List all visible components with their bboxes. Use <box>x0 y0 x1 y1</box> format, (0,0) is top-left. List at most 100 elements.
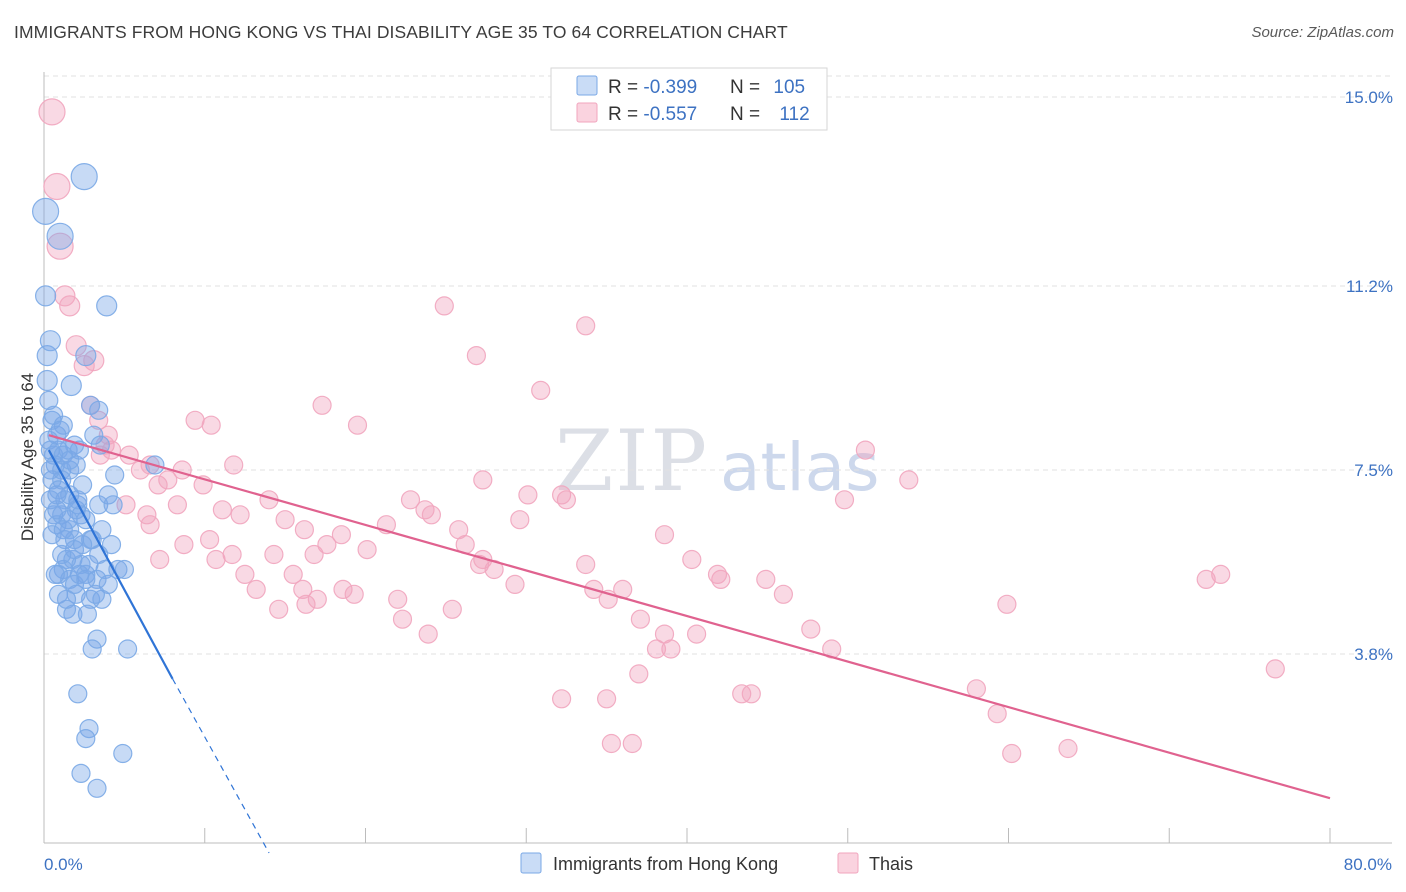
legend-n-label-2: N = <box>730 104 765 125</box>
thais-point <box>596 689 617 709</box>
hongkong-point <box>60 450 80 470</box>
thais-point <box>1058 738 1078 759</box>
hongkong-point <box>98 485 118 505</box>
series-thais-points <box>38 98 1285 764</box>
thais-point <box>421 505 441 525</box>
watermark-zip: ZIP <box>555 412 709 510</box>
bottom-legend-swatch-hongkong <box>520 852 542 874</box>
hongkong-point <box>82 639 102 659</box>
thais-point <box>442 599 462 619</box>
thais-point <box>466 346 486 366</box>
thais-point <box>629 664 649 684</box>
legend-n-value-2: 112 <box>779 104 809 125</box>
hongkong-point <box>105 465 125 485</box>
thais-point <box>230 505 250 525</box>
hongkong-point <box>46 222 74 250</box>
thais-point <box>206 549 226 570</box>
thais-point <box>172 460 192 480</box>
chart-title: IMMIGRANTS FROM HONG KONG VS THAI DISABI… <box>14 22 788 42</box>
hongkong-point <box>113 743 133 764</box>
thais-point <box>89 410 109 430</box>
hongkong-point <box>72 534 93 555</box>
hongkong-point <box>117 639 138 659</box>
thais-point <box>686 624 707 644</box>
thais-point <box>269 599 289 619</box>
hongkong-point <box>39 390 59 410</box>
x-tick-label-min: 0.0% <box>44 855 83 874</box>
legend-row-1-n: N = 105 <box>730 77 805 98</box>
trend-line-thais <box>48 434 1331 800</box>
x-tick-label-max: 80.0% <box>1344 855 1392 874</box>
thais-point <box>296 594 316 614</box>
hongkong-point <box>114 559 135 580</box>
thais-point <box>331 525 351 545</box>
thais-point <box>1265 659 1285 679</box>
hongkong-point <box>64 574 85 595</box>
thais-point <box>966 679 987 699</box>
thais-point <box>200 529 220 550</box>
thais-point <box>38 98 66 126</box>
thais-point <box>646 639 667 659</box>
hongkong-point <box>70 163 98 191</box>
thais-point <box>630 609 651 629</box>
hongkong-point <box>58 510 78 530</box>
hongkong-point <box>34 285 57 307</box>
hongkong-point <box>53 520 73 540</box>
legend-swatch-thais <box>576 102 598 123</box>
hongkong-point <box>77 604 98 624</box>
x-axis-ticks <box>204 828 1331 843</box>
thais-point <box>185 410 205 430</box>
hongkong-point <box>52 544 72 565</box>
trend-line-hongkong-extension <box>172 678 270 854</box>
thais-point <box>622 733 642 754</box>
thais-point <box>158 470 178 490</box>
thais-point <box>167 495 187 515</box>
thais-point <box>711 569 731 590</box>
hongkong-point <box>92 589 112 609</box>
hongkong-point <box>85 584 106 604</box>
hongkong-point <box>87 778 107 798</box>
legend-n-value-1: 105 <box>773 77 805 98</box>
thais-point <box>1002 743 1022 764</box>
thais-point <box>140 515 160 535</box>
thais-point <box>59 295 81 317</box>
thais-point <box>510 510 530 530</box>
hongkong-point <box>71 763 91 784</box>
hongkong-point <box>79 554 99 575</box>
legend-r-label-2: R = <box>608 104 643 125</box>
thais-point <box>212 500 232 520</box>
hongkong-point <box>60 520 80 540</box>
thais-point <box>576 316 596 336</box>
thais-point <box>551 689 572 709</box>
thais-point <box>773 584 794 604</box>
thais-point <box>997 594 1017 614</box>
thais-point <box>312 395 332 415</box>
hongkong-point <box>42 470 62 490</box>
hongkong-point <box>47 515 67 535</box>
trend-lines <box>47 434 1331 854</box>
thais-point <box>307 589 327 609</box>
thais-point <box>357 539 377 560</box>
thais-point <box>235 564 255 585</box>
series-hongkong-points <box>31 163 165 798</box>
thais-point <box>317 534 337 555</box>
hongkong-point <box>36 369 58 392</box>
thais-point <box>347 415 368 435</box>
legend-r-label-1: R = <box>608 77 643 98</box>
thais-point <box>834 490 855 510</box>
thais-point <box>150 549 170 570</box>
bottom-legend-label-hongkong: Immigrants from Hong Kong <box>553 854 778 874</box>
thais-point <box>418 624 438 644</box>
thais-point <box>756 569 776 590</box>
thais-point <box>855 440 876 460</box>
y-tick-label-1: 7.5% <box>1354 461 1393 480</box>
hongkong-point <box>31 197 60 225</box>
hongkong-point <box>45 564 65 585</box>
watermark-atlas: atlas <box>720 429 880 506</box>
thais-point <box>1196 569 1216 590</box>
hongkong-point <box>68 684 88 704</box>
thais-point <box>264 544 284 565</box>
y-tick-label-2: 11.2% <box>1346 277 1393 296</box>
hongkong-point <box>89 495 109 515</box>
